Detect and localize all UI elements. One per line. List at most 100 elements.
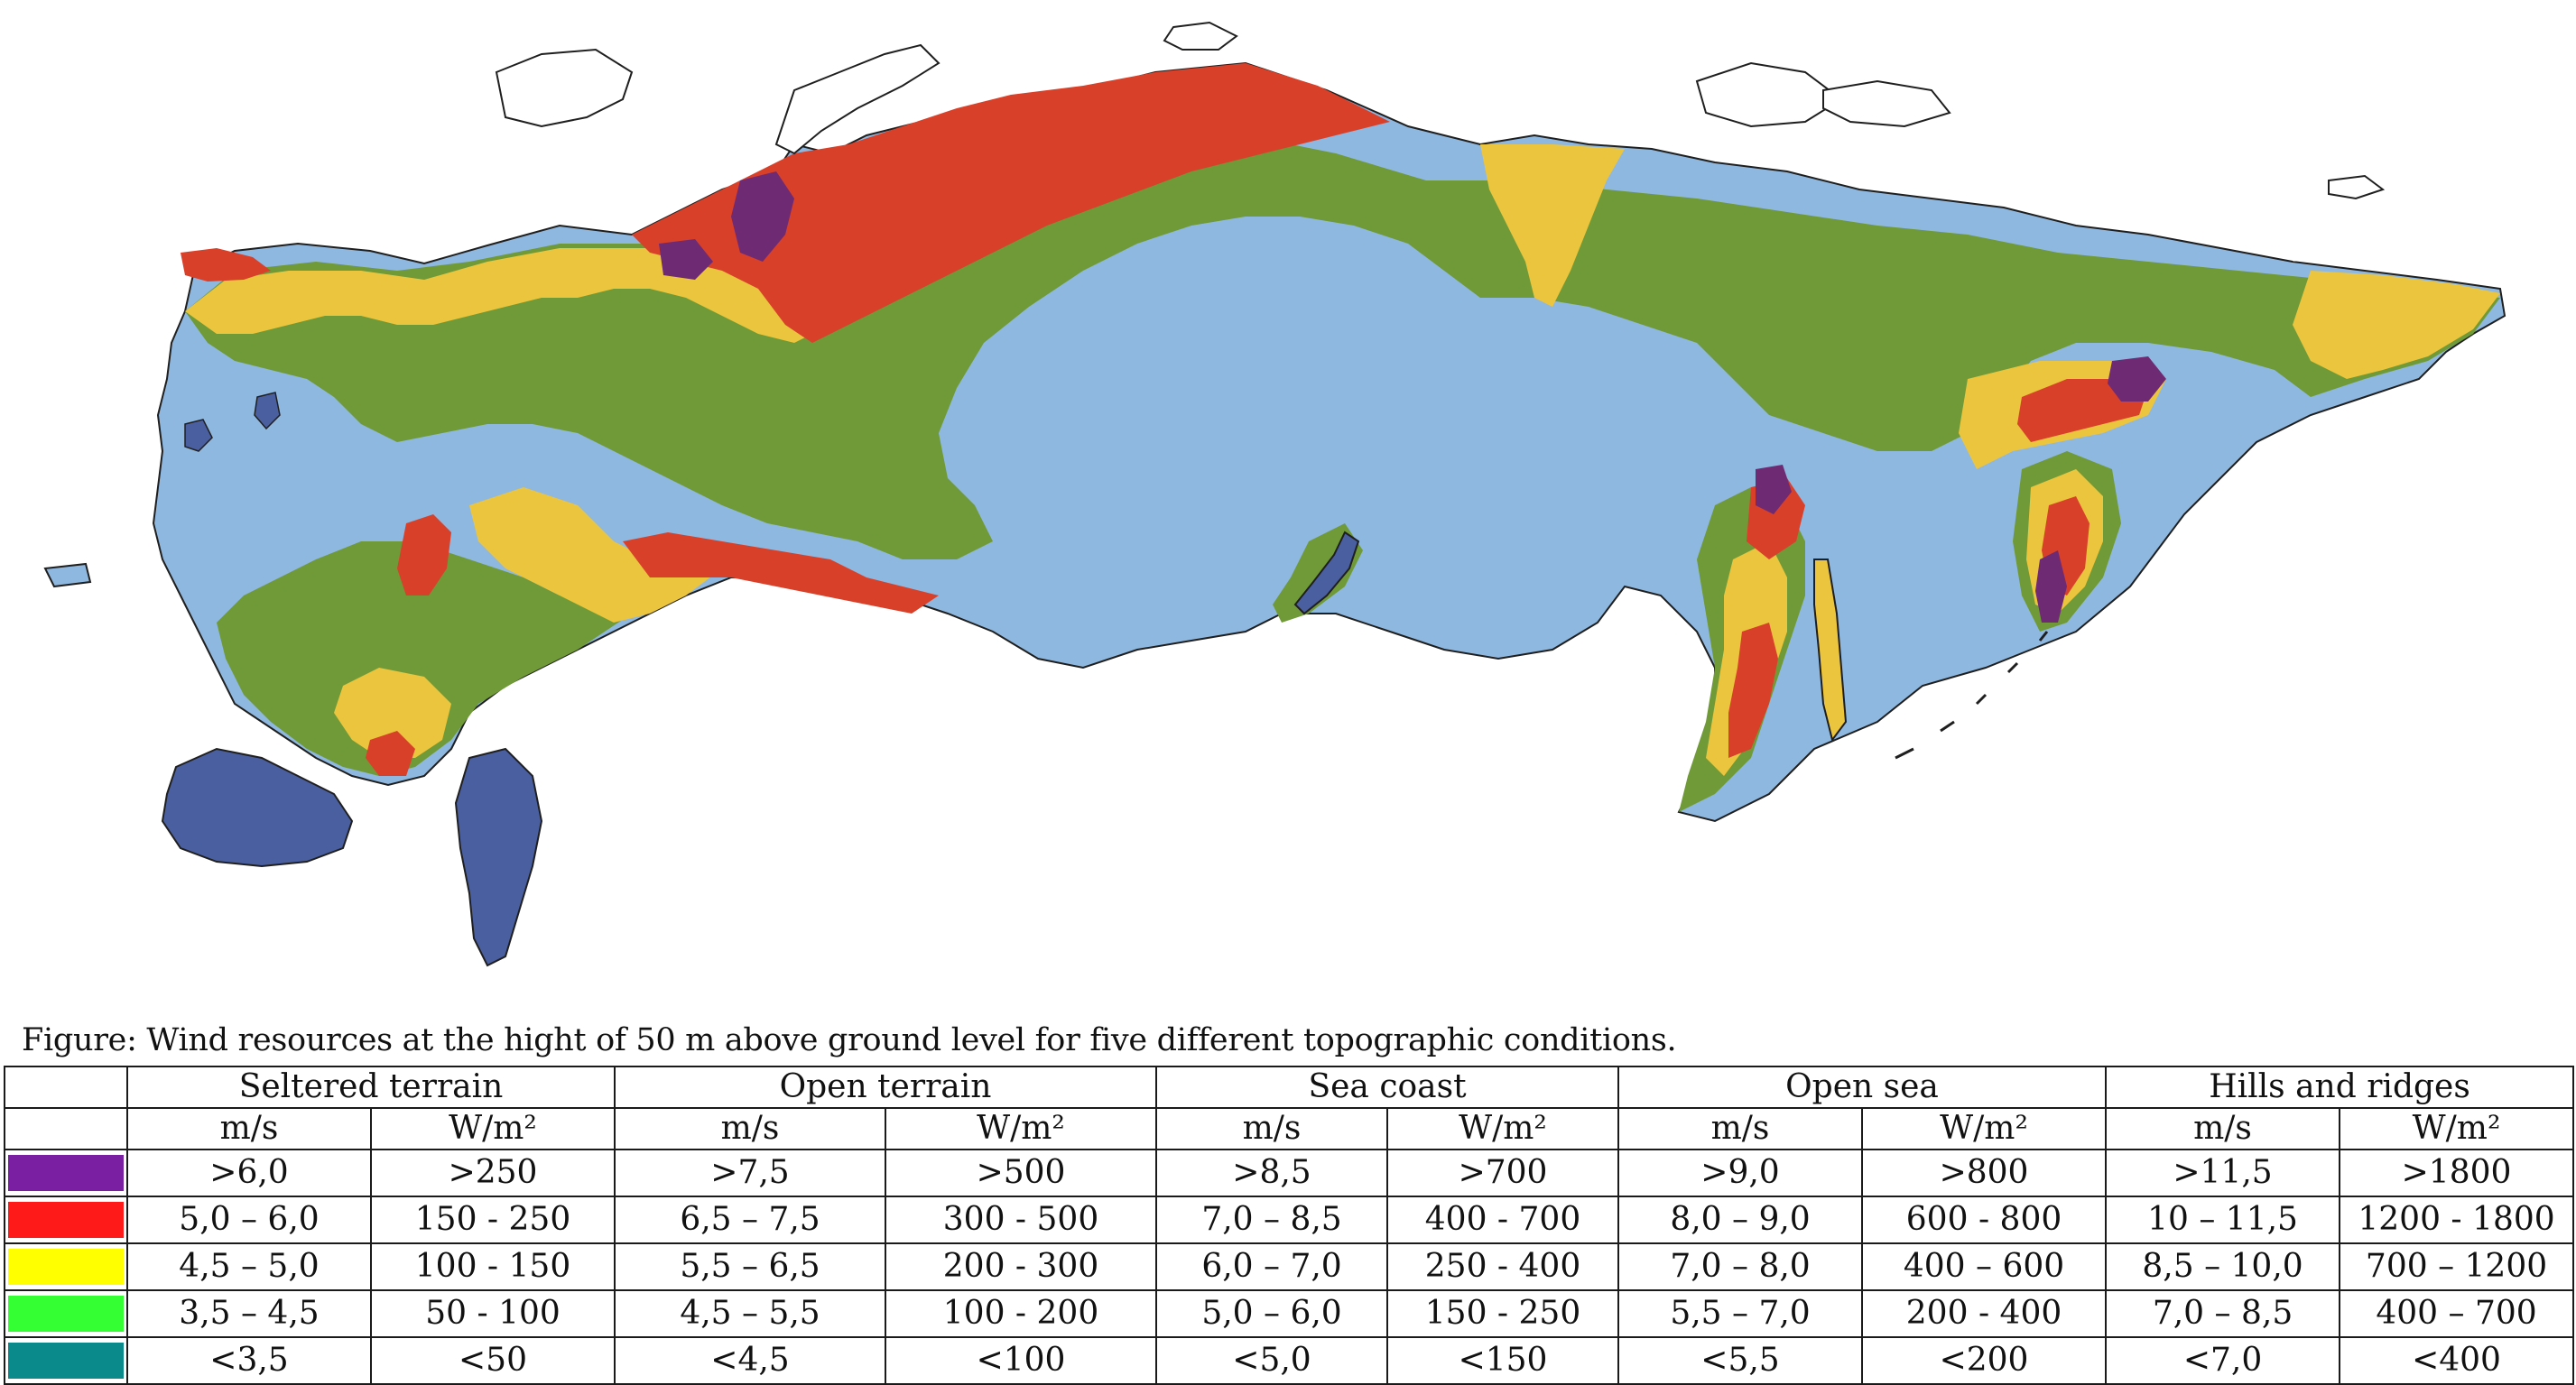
legend-value-cell: >11,5 [2105, 1149, 2341, 1197]
legend-unit-header: W/m² [369, 1107, 616, 1150]
zone-yellow-caucasus [334, 668, 451, 758]
legend-value-cell: >500 [885, 1149, 1158, 1197]
legend-value-cell: 6,0 – 7,0 [1155, 1242, 1389, 1291]
wind-resource-map [43, 21, 2507, 967]
legend-value-cell: <400 [2339, 1336, 2575, 1385]
wrangel-island [2328, 174, 2386, 200]
legend-group-header: Sea coast [1155, 1066, 1620, 1109]
legend-row: <3,5 <50 <4,5 <100 <5,0 <150 <5,5 <200 <7,0 <400 [4, 1336, 2575, 1385]
legend-unit-header: m/s [1617, 1107, 1864, 1150]
legend-value-cell: >7,5 [614, 1149, 887, 1197]
zone-green-south [217, 541, 668, 776]
zone-red-kazakh-border [623, 532, 939, 614]
legend-value-cell: <5,5 [1617, 1336, 1864, 1385]
legend-unit-header: W/m² [1861, 1107, 2108, 1150]
svalbard [495, 48, 634, 128]
legend-swatch-cell [4, 1289, 128, 1338]
legend-swatch-cell [4, 1196, 128, 1244]
zone-red-primorye [1728, 623, 1778, 758]
legend-unit-header: m/s [614, 1107, 887, 1150]
legend-unit-header: W/m² [1386, 1107, 1620, 1150]
lake-onega [254, 392, 281, 430]
legend-corner-cell [4, 1066, 128, 1109]
legend-unit-header: m/s [2105, 1107, 2341, 1150]
legend-corner-cell [4, 1107, 128, 1150]
legend-value-cell: 10 – 11,5 [2105, 1196, 2341, 1244]
legend-group-header: Seltered terrain [125, 1066, 616, 1109]
legend-value-cell: 100 - 150 [369, 1242, 616, 1291]
legend-color-swatch [8, 1296, 124, 1332]
legend-value-cell: 7,0 – 8,0 [1617, 1242, 1864, 1291]
legend-value-cell: 200 - 300 [885, 1242, 1158, 1291]
legend-value-cell: >250 [369, 1149, 616, 1197]
zone-red-volga [397, 514, 451, 596]
sakhalin-island [1813, 559, 1848, 743]
zone-yellow-south-center [469, 487, 722, 623]
legend-table: Seltered terrain Open terrain Sea coast … [4, 1066, 2575, 1385]
legend-value-cell: 400 - 700 [1386, 1196, 1620, 1244]
zone-red-arctic-coast [632, 63, 1390, 343]
new-siberian-islands [1822, 79, 1951, 128]
legend-value-cell: 400 – 600 [1861, 1242, 2108, 1291]
legend-value-cell: 7,0 – 8,5 [1155, 1196, 1389, 1244]
legend-value-cell: >700 [1386, 1149, 1620, 1197]
legend-value-cell: 300 - 500 [885, 1196, 1158, 1244]
legend-group-header: Open sea [1617, 1066, 2108, 1109]
zone-purple-novaya-zemlya [731, 171, 794, 262]
kaliningrad [43, 562, 92, 588]
legend-value-cell: 250 - 400 [1386, 1242, 1620, 1291]
legend-value-cell: <3,5 [126, 1336, 372, 1385]
map-svg [43, 21, 2507, 967]
legend-value-cell: 3,5 – 4,5 [126, 1289, 372, 1338]
legend-value-cell: >9,0 [1617, 1149, 1864, 1197]
legend-value-cell: <7,0 [2105, 1336, 2341, 1385]
zone-purple-primorye [1756, 465, 1792, 514]
legend-value-cell: <5,0 [1155, 1336, 1389, 1385]
zone-red-okhotsk [2017, 379, 2148, 442]
legend-value-cell: 100 - 200 [885, 1289, 1158, 1338]
legend-value-cell: <4,5 [614, 1336, 887, 1385]
legend-swatch-cell [4, 1149, 128, 1197]
zone-yellow-taimyr [1480, 144, 1625, 307]
legend-value-cell: 7,0 – 8,5 [2105, 1289, 2341, 1338]
legend-group-header: Open terrain [614, 1066, 1158, 1109]
legend-value-cell: <150 [1386, 1336, 1620, 1385]
legend-value-cell: 4,5 – 5,0 [126, 1242, 372, 1291]
legend-value-cell: <50 [369, 1336, 616, 1385]
black-sea [161, 747, 354, 868]
legend-value-cell: >6,0 [126, 1149, 372, 1197]
zone-yellow-east [2293, 271, 2500, 379]
legend-group-header: Hills and ridges [2105, 1066, 2575, 1109]
legend-value-cell: <200 [1861, 1336, 2108, 1385]
legend-value-cell: 1200 - 1800 [2339, 1196, 2575, 1244]
legend-value-cell: 400 – 700 [2339, 1289, 2575, 1338]
legend-swatch-cell [4, 1336, 128, 1385]
legend-color-swatch [8, 1155, 124, 1191]
legend-value-cell: 600 - 800 [1861, 1196, 2108, 1244]
legend-color-swatch [8, 1202, 124, 1238]
legend-value-cell: >1800 [2339, 1149, 2575, 1197]
lake-ladoga [184, 419, 213, 452]
legend-value-cell: 150 - 250 [369, 1196, 616, 1244]
legend-row: 3,5 – 4,5 50 - 100 4,5 – 5,5 100 - 200 5,0 –… [4, 1289, 2575, 1338]
severnaya-zemlya [1695, 61, 1843, 128]
lake-baikal [1293, 531, 1360, 615]
legend-unit-header: W/m² [2339, 1107, 2575, 1150]
figure-caption: Figure: Wind resources at the hight of 5… [22, 1022, 1677, 1058]
franz-josef-land [1163, 21, 1238, 51]
legend-value-cell: 5,0 – 6,0 [126, 1196, 372, 1244]
zone-red-caucasus [366, 731, 415, 776]
novaya-zemlya-island [774, 43, 941, 155]
legend-row: >6,0 >250 >7,5 >500 >8,5 >700 >9,0 >800 >11,5 >18… [4, 1149, 2575, 1197]
legend-group-header-row: Seltered terrain Open terrain Sea coast … [4, 1066, 2575, 1109]
legend-unit-header: m/s [126, 1107, 372, 1150]
legend-row: 5,0 – 6,0 150 - 250 6,5 – 7,5 300 - 500 7,0 … [4, 1196, 2575, 1244]
legend-value-cell: 8,5 – 10,0 [2105, 1242, 2341, 1291]
legend-value-cell: 4,5 – 5,5 [614, 1289, 887, 1338]
legend-value-cell: 5,0 – 6,0 [1155, 1289, 1389, 1338]
legend-value-cell: 700 – 1200 [2339, 1242, 2575, 1291]
zone-red-west [181, 248, 271, 282]
legend-value-cell: 5,5 – 6,5 [614, 1242, 887, 1291]
legend-color-swatch [8, 1249, 124, 1285]
legend-swatch-cell [4, 1242, 128, 1291]
